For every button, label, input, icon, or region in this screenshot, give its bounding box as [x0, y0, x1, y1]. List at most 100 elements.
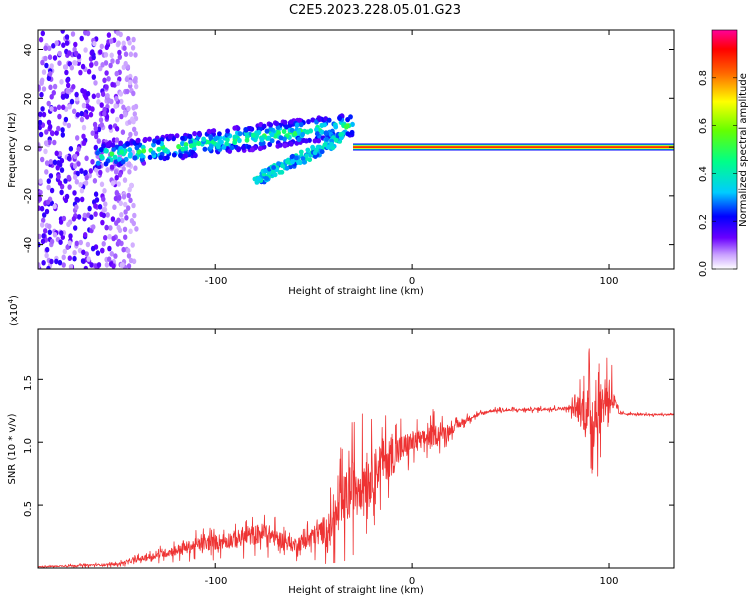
heatmap-ytick-label: -20	[23, 188, 34, 204]
noise-cell	[110, 108, 115, 114]
noise-cell	[80, 196, 85, 203]
noise-cell	[68, 233, 73, 239]
noise-cell	[100, 62, 105, 68]
band-cell	[337, 115, 342, 121]
noise-cell	[113, 169, 119, 175]
band-cell	[317, 144, 322, 150]
noise-cell	[47, 229, 52, 236]
band-cell	[98, 147, 104, 153]
noise-cell	[114, 137, 120, 143]
noise-cell	[116, 181, 122, 187]
noise-cell	[69, 64, 75, 71]
noise-cell	[93, 125, 99, 132]
noise-cell	[94, 167, 99, 173]
snr-ytick-label: 0.5	[23, 501, 34, 517]
noise-cell	[125, 88, 130, 95]
noise-cell	[74, 91, 79, 98]
band-cell	[192, 131, 198, 137]
band-cell	[312, 154, 318, 160]
noise-cell	[98, 117, 104, 123]
band-cell	[323, 130, 329, 136]
noise-cell	[72, 250, 77, 256]
band-cell	[282, 143, 288, 149]
noise-cell	[85, 30, 91, 37]
noise-cell	[61, 215, 67, 222]
band-cell	[167, 134, 173, 140]
noise-cell	[117, 195, 122, 201]
noise-cell	[121, 40, 126, 47]
noise-cell	[114, 190, 120, 197]
band-cell	[127, 151, 133, 157]
snr-multiplier-close: )	[9, 295, 20, 299]
noise-cell	[107, 245, 112, 252]
heatmap-xtick-label: -100	[205, 276, 228, 287]
noise-cell	[92, 178, 98, 184]
colorbar-tick-label: 0.6	[698, 118, 709, 134]
band-cell	[310, 117, 316, 123]
noise-cell	[57, 150, 63, 157]
band-cell	[285, 159, 290, 165]
noise-cell	[96, 138, 102, 144]
band-cell	[99, 154, 104, 160]
band-cell	[156, 146, 162, 152]
noise-cell	[126, 253, 132, 259]
noise-cell	[62, 64, 68, 70]
band-cell	[256, 176, 262, 182]
band-cell	[158, 155, 164, 161]
noise-cell	[114, 70, 119, 77]
noise-cell	[131, 202, 136, 209]
band-cell	[101, 143, 106, 149]
noise-cell	[47, 139, 52, 146]
noise-cell	[74, 240, 80, 247]
noise-cell	[51, 43, 56, 49]
band-cell	[110, 142, 116, 148]
noise-cell	[107, 233, 112, 240]
noise-cell	[134, 226, 139, 232]
snr-ytick-label: 1.0	[23, 438, 34, 454]
band-cell	[206, 128, 212, 134]
noise-cell	[130, 45, 136, 51]
noise-cell	[66, 155, 72, 162]
band-cell	[176, 144, 182, 150]
snr-multiplier-base: (x10	[9, 303, 20, 326]
noise-cell	[128, 51, 134, 58]
noise-cell	[59, 167, 65, 173]
noise-cell	[121, 166, 126, 172]
noise-cell	[47, 45, 52, 52]
noise-cell	[49, 238, 55, 245]
noise-cell	[54, 258, 59, 265]
noise-cell	[54, 150, 59, 157]
noise-cell	[108, 225, 113, 231]
noise-cell	[45, 199, 51, 205]
noise-cell	[121, 246, 126, 253]
band-cell	[127, 147, 133, 153]
noise-cell	[54, 130, 59, 136]
band-cell	[180, 135, 185, 141]
noise-cell	[85, 90, 91, 97]
noise-cell	[46, 178, 51, 184]
noise-cell	[75, 170, 80, 177]
noise-cell	[40, 238, 46, 245]
noise-cell	[72, 190, 77, 196]
noise-cell	[83, 265, 88, 269]
noise-cell	[82, 212, 88, 219]
noise-cell	[75, 135, 80, 141]
noise-cell	[110, 216, 116, 222]
noise-cell	[72, 60, 77, 66]
noise-cell	[91, 224, 96, 230]
noise-cell	[67, 184, 72, 190]
band-cell	[294, 122, 300, 128]
band-cell	[296, 136, 302, 143]
noise-cell	[61, 262, 66, 268]
noise-cell	[73, 41, 78, 48]
band-cell	[136, 149, 142, 155]
noise-cell	[111, 235, 116, 242]
noise-cell	[43, 140, 49, 146]
noise-cell	[89, 262, 94, 268]
band-cell	[254, 180, 260, 185]
band-cell	[292, 130, 298, 137]
noise-cell	[52, 139, 57, 146]
noise-cell	[102, 77, 107, 84]
snr-xtick-label: 100	[599, 576, 618, 587]
band-cell	[247, 126, 253, 132]
